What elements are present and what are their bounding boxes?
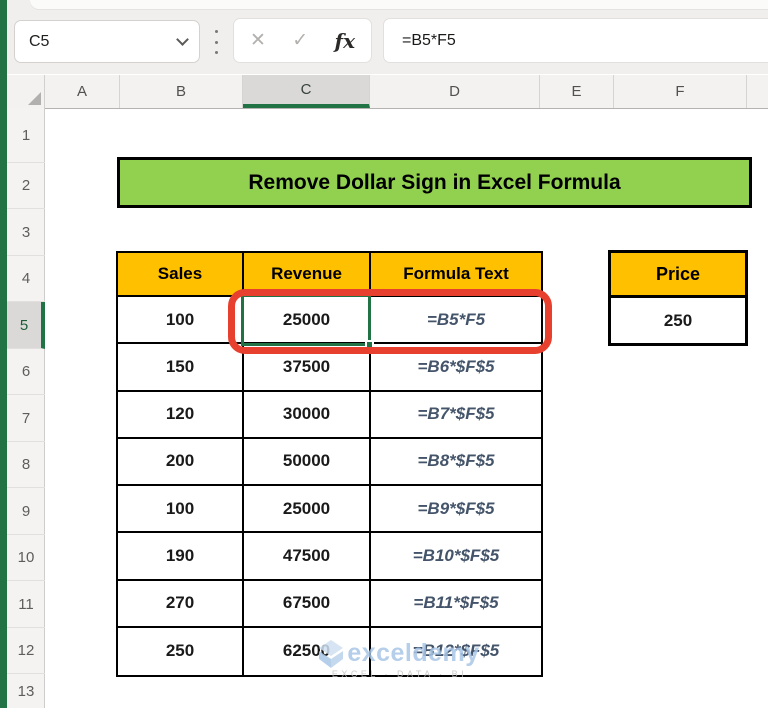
cell-b7[interactable]: 120 [118,391,244,439]
watermark: exceldemy EXCEL · DATA · BI [312,639,487,679]
formula-bar-input[interactable]: =B5*F5 [383,18,768,63]
cell-d7[interactable]: =B7*$F$5 [371,392,541,439]
title-banner[interactable]: Remove Dollar Sign in Excel Formula [117,157,752,208]
table-header-sales[interactable]: Sales [118,253,244,297]
column-header-row [7,75,768,109]
insert-function-icon[interactable]: fx [334,28,355,53]
row-header-4[interactable]: 4 [7,256,45,302]
row-header-13[interactable]: 13 [17,682,35,700]
cell-d12[interactable]: =B12*$F$5 [412,641,500,661]
cell-c10[interactable]: 47500 [244,533,371,581]
cell-b6[interactable]: 150 [118,344,244,392]
row-header-8[interactable]: 8 [7,442,45,488]
cell-d9[interactable]: =B9*$F$5 [371,486,541,534]
column-header-a[interactable]: A [45,75,120,108]
column-header-b[interactable]: B [120,75,243,108]
price-box: Price 250 [608,250,748,346]
row-header-9[interactable]: 9 [7,488,45,535]
cell-c12[interactable]: 62500 [244,627,371,675]
cell-b11[interactable]: 270 [118,580,244,628]
row-header-12[interactable]: 12 [7,628,45,674]
cell-b8[interactable]: 200 [118,438,244,486]
column-header-f[interactable]: F [614,75,747,108]
cell-c9[interactable]: 25000 [244,486,371,534]
column-header-e[interactable]: E [540,75,614,108]
name-box[interactable]: C5 [14,20,200,63]
row-header-7[interactable]: 7 [7,395,45,442]
app-edge-stripe [0,0,7,708]
cell-d6[interactable]: =B6*$F$5 [371,344,541,392]
formula-buttons-group: ✕ ✓ fx [233,18,372,63]
row-header-10[interactable]: 10 [7,535,45,581]
cell-c8[interactable]: 50000 [244,438,371,486]
cell-d10[interactable]: =B10*$F$5 [371,533,541,581]
exceldemy-logo-icon [319,639,344,668]
cell-d8[interactable]: =B8*$F$5 [371,439,541,486]
cell-c11[interactable]: 67500 [244,580,371,628]
cancel-icon[interactable]: ✕ [250,30,266,51]
column-header-d[interactable]: D [370,75,540,108]
chevron-down-icon[interactable] [176,33,189,46]
formula-bar-value: =B5*F5 [402,31,456,49]
select-all-triangle-icon [28,92,41,105]
data-table: Sales Revenue Formula Text 100 25000 =B5… [116,251,543,677]
cell-b10[interactable]: 190 [118,533,244,581]
column-header-c[interactable]: C [243,75,370,108]
row-header-1[interactable]: 1 [7,109,45,163]
name-box-value: C5 [29,32,50,50]
row-header-5[interactable]: 5 [7,302,45,349]
row-header-3[interactable]: 3 [7,209,45,256]
row-header-6[interactable]: 6 [7,349,45,395]
cell-b5[interactable]: 100 [118,297,244,345]
watermark-tagline: EXCEL · DATA · BI [331,669,468,679]
select-all-corner[interactable] [7,75,45,108]
row-header-11[interactable]: 11 [7,581,45,628]
ribbon-bottom-edge [30,0,768,9]
cell-b12[interactable]: 250 [118,627,244,675]
table-header-revenue[interactable]: Revenue [244,253,371,297]
cell-c7[interactable]: 30000 [244,391,371,439]
fill-handle[interactable] [365,340,374,349]
price-header-cell[interactable]: Price [611,253,745,298]
cell-d11[interactable]: =B11*$F$5 [371,581,541,628]
enter-icon[interactable]: ✓ [292,30,309,51]
watermark-brand: exceldemy [347,639,480,667]
cell-c6[interactable]: 37500 [244,344,371,392]
cell-b9[interactable]: 100 [118,486,244,534]
cell-d5[interactable]: =B5*F5 [371,297,541,345]
drag-handle-dots-icon[interactable] [213,30,219,54]
active-cell-selection [241,294,374,349]
table-header-formula[interactable]: Formula Text [371,253,541,297]
row-header-2[interactable]: 2 [7,163,45,209]
price-value-cell[interactable]: 250 [663,310,693,330]
